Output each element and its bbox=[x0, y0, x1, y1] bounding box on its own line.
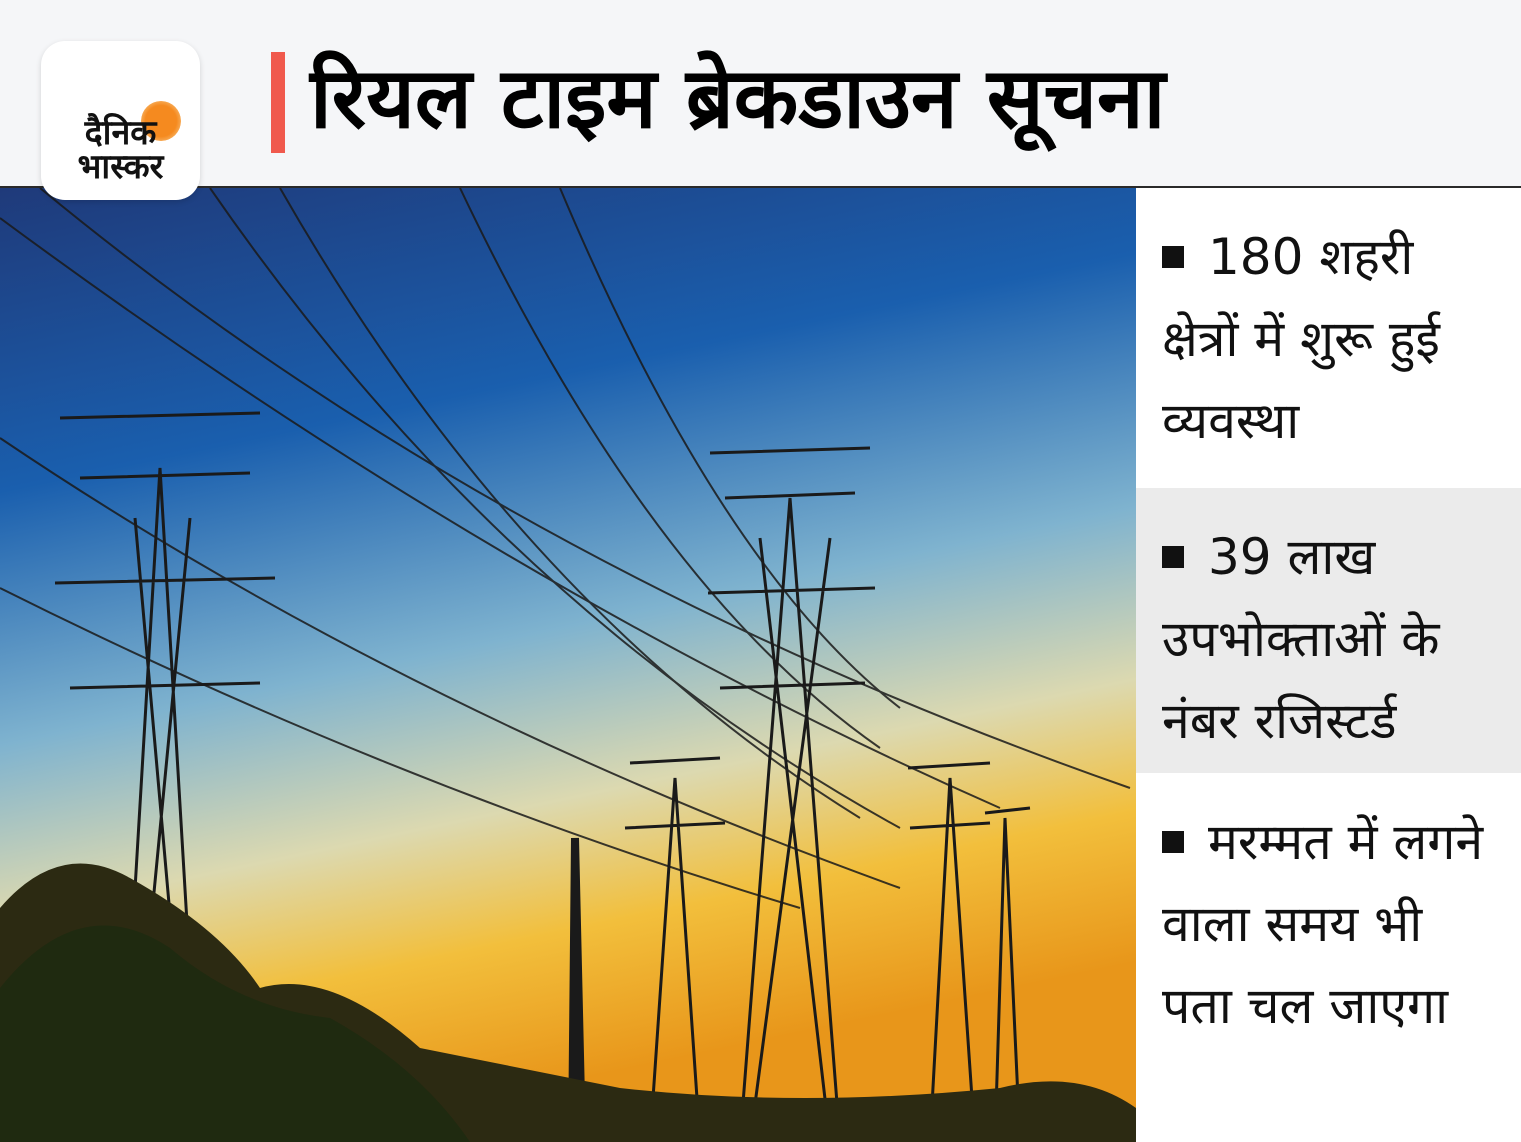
logo-line-2: भास्कर bbox=[77, 147, 164, 187]
square-bullet-icon bbox=[1162, 545, 1184, 568]
sun-icon bbox=[141, 101, 181, 141]
fact-panel-1: 180 शहरी क्षेत्रों में शुरू हुई व्यवस्था bbox=[1136, 188, 1521, 488]
logo-line-1: दैनिक bbox=[84, 113, 157, 153]
fact-panel-2: 39 लाख उपभोक्ताओं के नंबर रजिस्टर्ड bbox=[1136, 488, 1521, 773]
accent-bar bbox=[271, 52, 285, 153]
fact-panel-3: मरम्मत में लगने वाला समय भी पता चल जाएगा bbox=[1136, 773, 1521, 1142]
dainik-bhaskar-logo: दैनिक भास्कर bbox=[41, 41, 200, 200]
fact-text: 180 शहरी क्षेत्रों में शुरू हुई व्यवस्था bbox=[1162, 228, 1440, 450]
power-towers-photo bbox=[0, 188, 1136, 1142]
fact-text: मरम्मत में लगने वाला समय भी पता चल जाएगा bbox=[1162, 813, 1484, 1035]
page-title: रियल टाइम ब्रेकडाउन सूचना bbox=[310, 49, 1166, 147]
logo-text: दैनिक भास्कर bbox=[41, 116, 200, 184]
square-bullet-icon bbox=[1162, 245, 1184, 268]
header: रियल टाइम ब्रेकडाउन सूचना bbox=[0, 0, 1521, 188]
fact-text: 39 लाख उपभोक्ताओं के नंबर रजिस्टर्ड bbox=[1162, 528, 1440, 750]
square-bullet-icon bbox=[1162, 830, 1184, 853]
